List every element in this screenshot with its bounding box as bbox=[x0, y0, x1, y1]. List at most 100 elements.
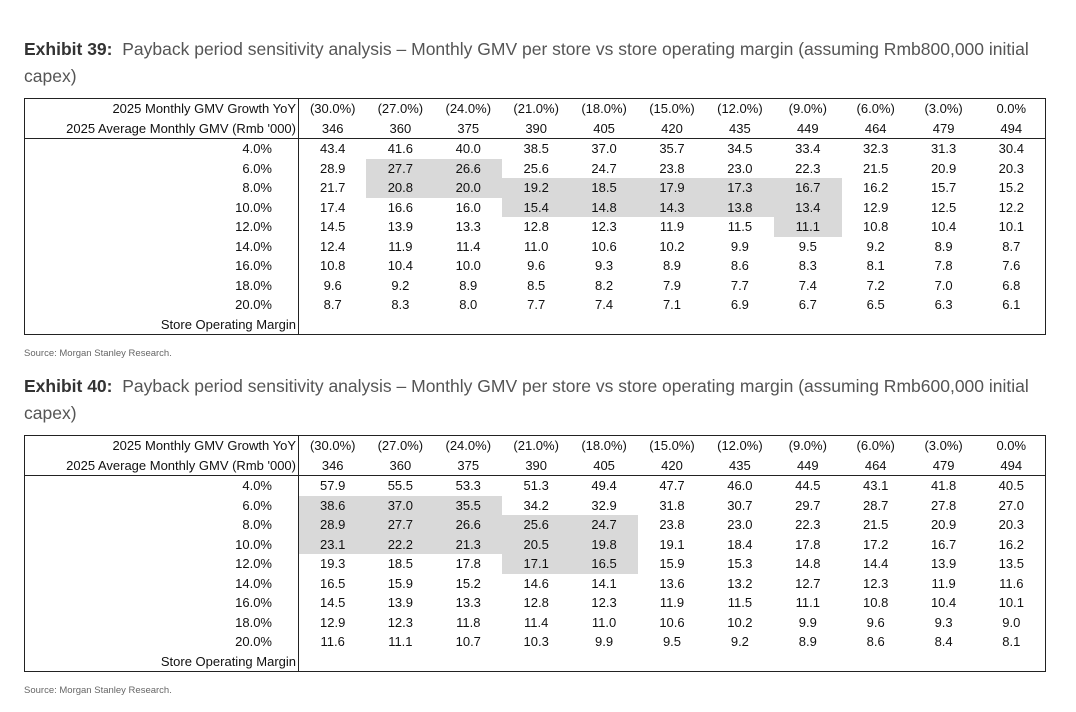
gmv-value: 346 bbox=[298, 455, 367, 476]
payback-cell: 22.2 bbox=[366, 534, 435, 554]
growth-value: (6.0%) bbox=[856, 101, 895, 116]
payback-cell: 17.1 bbox=[502, 554, 571, 574]
margin-label: 12.0% bbox=[24, 217, 299, 237]
payback-cell: 8.5 bbox=[527, 277, 546, 293]
payback-cell: 8.6 bbox=[866, 634, 885, 649]
payback-cell: 28.7 bbox=[863, 497, 889, 513]
gmv-value: 479 bbox=[909, 118, 978, 139]
growth-value: (21.0%) bbox=[513, 101, 559, 116]
payback-cell: 6.1 bbox=[1002, 297, 1021, 312]
empty-cell bbox=[638, 652, 706, 672]
payback-cell: 12.3 bbox=[591, 219, 617, 234]
payback-cell: 9.9 bbox=[595, 634, 614, 649]
payback-cell: 17.8 bbox=[795, 536, 821, 552]
table-row: 14.0% 12.4 11.9 11.4 11.0 10.6 10.2 9.9 9.5 9.2 8.… bbox=[24, 236, 1046, 256]
table-row: 10.0% 23.1 22.2 21.3 20.5 19.8 19.1 18.4 17.8 17.… bbox=[24, 534, 1046, 554]
gmv-value: 464 bbox=[841, 118, 910, 139]
payback-cell: 20.5 bbox=[502, 534, 571, 554]
payback-cell: 9.3 bbox=[595, 258, 614, 273]
payback-cell: 15.9 bbox=[659, 556, 685, 571]
payback-cell: 11.1 bbox=[388, 634, 413, 649]
payback-cell: 37.0 bbox=[366, 495, 435, 515]
payback-cell: 8.0 bbox=[459, 297, 478, 312]
gmv-value: 479 bbox=[909, 455, 978, 476]
gmv-value: 360 bbox=[366, 118, 435, 139]
payback-cell: 26.6 bbox=[434, 158, 503, 178]
gmv-value: 494 bbox=[977, 455, 1046, 476]
payback-cell: 17.2 bbox=[863, 536, 889, 552]
payback-cell: 9.5 bbox=[798, 238, 817, 254]
gmv-value: 405 bbox=[570, 118, 639, 139]
payback-cell: 9.9 bbox=[798, 614, 817, 630]
payback-cell: 8.9 bbox=[798, 634, 817, 649]
payback-cell: 32.9 bbox=[591, 497, 617, 513]
margin-label: 10.0% bbox=[24, 197, 299, 217]
margin-label: 10.0% bbox=[24, 534, 299, 554]
payback-cell: 12.9 bbox=[863, 199, 889, 215]
payback-cell: 19.3 bbox=[320, 556, 346, 571]
payback-cell: 6.8 bbox=[1002, 277, 1021, 293]
payback-cell: 8.6 bbox=[730, 258, 749, 273]
empty-cell bbox=[706, 315, 774, 335]
table-row: 12.0% 14.5 13.9 13.3 12.8 12.3 11.9 11.5 11.1 10.… bbox=[24, 217, 1046, 237]
table-row: 20.0% 11.6 11.1 10.7 10.3 9.9 9.5 9.2 8.9 8.6 8.4 8… bbox=[24, 632, 1046, 652]
payback-cell: 34.2 bbox=[523, 497, 549, 513]
payback-cell: 27.0 bbox=[998, 497, 1024, 513]
gmv-value: 390 bbox=[502, 118, 571, 139]
gmv-value: 390 bbox=[502, 455, 571, 476]
payback-cell: 9.0 bbox=[1002, 614, 1021, 630]
payback-cell: 11.1 bbox=[773, 217, 842, 237]
payback-cell: 21.5 bbox=[863, 517, 889, 532]
payback-cell: 25.6 bbox=[523, 160, 549, 176]
payback-cell: 19.1 bbox=[659, 536, 685, 552]
gmv-value: 346 bbox=[298, 118, 367, 139]
empty-cell bbox=[910, 315, 978, 335]
payback-cell: 28.9 bbox=[320, 160, 346, 176]
payback-cell: 43.4 bbox=[320, 141, 346, 156]
payback-cell: 8.9 bbox=[662, 258, 682, 273]
exhibit-40: Exhibit 40: Payback period sensitivity a… bbox=[24, 373, 1048, 696]
gmv-value: 435 bbox=[705, 455, 774, 476]
payback-cell: 7.1 bbox=[662, 297, 682, 312]
empty-cell bbox=[638, 315, 706, 335]
payback-cell: 15.2 bbox=[455, 575, 481, 591]
exhibit-title: Payback period sensitivity analysis – Mo… bbox=[24, 376, 1029, 423]
exhibit-label: Exhibit 40: bbox=[24, 376, 113, 396]
payback-cell: 40.5 bbox=[998, 478, 1024, 493]
empty-cell bbox=[366, 315, 434, 335]
payback-cell: 16.7 bbox=[930, 536, 957, 552]
payback-cell: 31.3 bbox=[930, 141, 957, 156]
margin-label: 14.0% bbox=[24, 236, 299, 256]
table-row: 20.0% 8.7 8.3 8.0 7.7 7.4 7.1 6.9 6.7 6.5 6.3 6.1 bbox=[24, 295, 1046, 315]
exhibit-39: Exhibit 39: Payback period sensitivity a… bbox=[24, 36, 1048, 359]
growth-value: (27.0%) bbox=[377, 438, 424, 453]
payback-cell: 10.1 bbox=[998, 595, 1024, 610]
payback-cell: 10.4 bbox=[387, 258, 414, 273]
payback-cell: 12.3 bbox=[591, 595, 617, 610]
growth-row-label: 2025 Monthly GMV Growth YoY bbox=[24, 98, 299, 119]
growth-row-label: 2025 Monthly GMV Growth YoY bbox=[24, 435, 299, 456]
payback-cell: 13.9 bbox=[387, 219, 414, 234]
payback-cell: 11.0 bbox=[591, 614, 617, 630]
payback-cell: 20.9 bbox=[930, 160, 957, 176]
empty-cell bbox=[502, 652, 570, 672]
growth-value: (18.0%) bbox=[581, 101, 627, 116]
payback-cell: 15.7 bbox=[930, 180, 957, 195]
gmv-value: 405 bbox=[570, 455, 639, 476]
gmv-value: 464 bbox=[841, 455, 910, 476]
margin-label: 8.0% bbox=[24, 515, 299, 535]
empty-cell bbox=[570, 652, 638, 672]
payback-cell: 44.5 bbox=[795, 478, 821, 493]
table-row: 10.0% 17.4 16.6 16.0 15.4 14.8 14.3 13.8 13.4 12.… bbox=[24, 197, 1046, 217]
payback-cell: 18.5 bbox=[387, 556, 414, 571]
payback-cell: 11.6 bbox=[999, 575, 1024, 591]
payback-cell: 14.4 bbox=[863, 556, 889, 571]
table-row: 6.0% 28.9 27.7 26.6 25.6 24.7 23.8 23.0 22.3 21.5… bbox=[24, 158, 1046, 178]
margin-label: 16.0% bbox=[24, 593, 299, 613]
payback-cell: 8.3 bbox=[391, 297, 410, 312]
payback-cell: 41.8 bbox=[930, 478, 957, 493]
margin-label: 4.0% bbox=[24, 138, 299, 159]
payback-cell: 14.5 bbox=[320, 595, 346, 610]
gmv-value: 494 bbox=[977, 118, 1046, 139]
payback-cell: 15.4 bbox=[502, 197, 571, 217]
